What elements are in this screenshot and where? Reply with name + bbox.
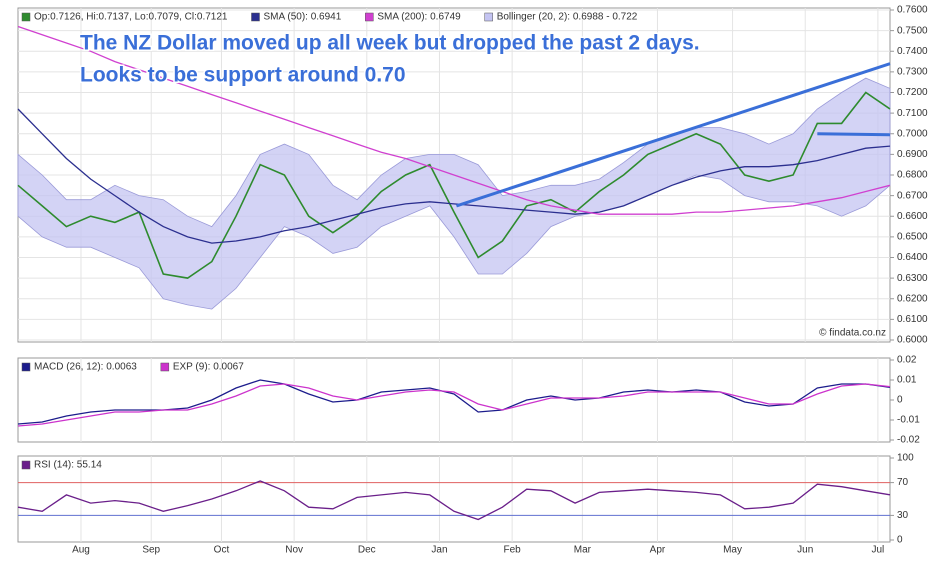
legend-swatch bbox=[484, 12, 493, 22]
legend-label: EXP (9): 0.0067 bbox=[173, 362, 244, 373]
y-tick-label: 0 bbox=[897, 535, 903, 546]
x-tick-label: Feb bbox=[504, 545, 522, 556]
trend-line bbox=[817, 132, 891, 137]
series-line bbox=[17, 108, 891, 244]
y-tick-label: 0.01 bbox=[897, 375, 917, 386]
series-line bbox=[17, 25, 891, 215]
macd-panel bbox=[17, 357, 891, 443]
legend-label: Bollinger (20, 2): 0.6988 - 0.722 bbox=[497, 12, 638, 23]
y-tick-label: -0.02 bbox=[897, 435, 920, 446]
y-tick-label: 0.6800 bbox=[897, 170, 928, 181]
y-tick-label: 0.7200 bbox=[897, 87, 928, 98]
y-tick-label: 0.7300 bbox=[897, 67, 928, 78]
legend-swatch bbox=[251, 12, 260, 22]
x-tick-label: Aug bbox=[72, 545, 90, 556]
y-tick-label: 0 bbox=[897, 395, 903, 406]
y-tick-label: 100 bbox=[897, 453, 914, 464]
y-tick-label: 30 bbox=[897, 510, 909, 521]
y-tick-label: 0.7500 bbox=[897, 25, 928, 36]
y-tick-label: 0.6600 bbox=[897, 211, 928, 222]
annotation: The NZ Dollar moved up all week but drop… bbox=[80, 32, 700, 55]
y-tick-label: 0.6000 bbox=[897, 335, 928, 346]
series-line bbox=[17, 91, 891, 279]
y-tick-label: 0.6500 bbox=[897, 232, 928, 243]
y-tick-label: 0.6300 bbox=[897, 273, 928, 284]
y-tick-label: 0.6400 bbox=[897, 252, 928, 263]
y-tick-label: 0.7000 bbox=[897, 128, 928, 139]
y-tick-label: 0.6200 bbox=[897, 293, 928, 304]
x-tick-label: Jun bbox=[797, 545, 813, 556]
legend-swatch bbox=[21, 460, 31, 470]
y-tick-label: 0.02 bbox=[897, 355, 917, 366]
legend-label: SMA (50): 0.6941 bbox=[263, 12, 341, 23]
y-tick-label: 0.6700 bbox=[897, 190, 928, 201]
legend-label: Op:0.7126, Hi:0.7137, Lo:0.7079, Cl:0.71… bbox=[34, 12, 228, 23]
legend-label: MACD (26, 12): 0.0063 bbox=[34, 362, 137, 373]
legend-swatch bbox=[21, 362, 31, 372]
y-tick-label: 0.7100 bbox=[897, 108, 928, 119]
legend-swatch bbox=[21, 12, 31, 22]
y-tick-label: -0.01 bbox=[897, 415, 920, 426]
y-tick-label: 70 bbox=[897, 477, 909, 488]
y-tick-label: 0.7600 bbox=[897, 5, 928, 16]
rsi-panel bbox=[17, 455, 891, 543]
legend-swatch bbox=[365, 12, 374, 22]
x-tick-label: Oct bbox=[214, 545, 230, 556]
y-tick-label: 0.6900 bbox=[897, 149, 928, 160]
y-tick-label: 0.7400 bbox=[897, 46, 928, 57]
series-line bbox=[17, 480, 891, 521]
x-tick-label: Apr bbox=[650, 545, 666, 556]
annotation: Looks to be support around 0.70 bbox=[80, 64, 406, 87]
series-line bbox=[17, 383, 891, 427]
x-tick-label: Sep bbox=[142, 545, 160, 556]
x-tick-label: Jan bbox=[431, 545, 447, 556]
legend-label: SMA (200): 0.6749 bbox=[377, 12, 461, 23]
x-tick-label: May bbox=[723, 545, 742, 556]
credit: © findata.co.nz bbox=[819, 328, 886, 339]
x-tick-label: Dec bbox=[358, 545, 376, 556]
x-tick-label: Mar bbox=[574, 545, 592, 556]
legend-swatch bbox=[160, 362, 170, 372]
x-tick-label: Nov bbox=[285, 545, 303, 556]
legend-label: RSI (14): 55.14 bbox=[34, 460, 102, 471]
trend-line bbox=[455, 62, 891, 208]
y-tick-label: 0.6100 bbox=[897, 314, 928, 325]
x-tick-label: Jul bbox=[871, 545, 884, 556]
